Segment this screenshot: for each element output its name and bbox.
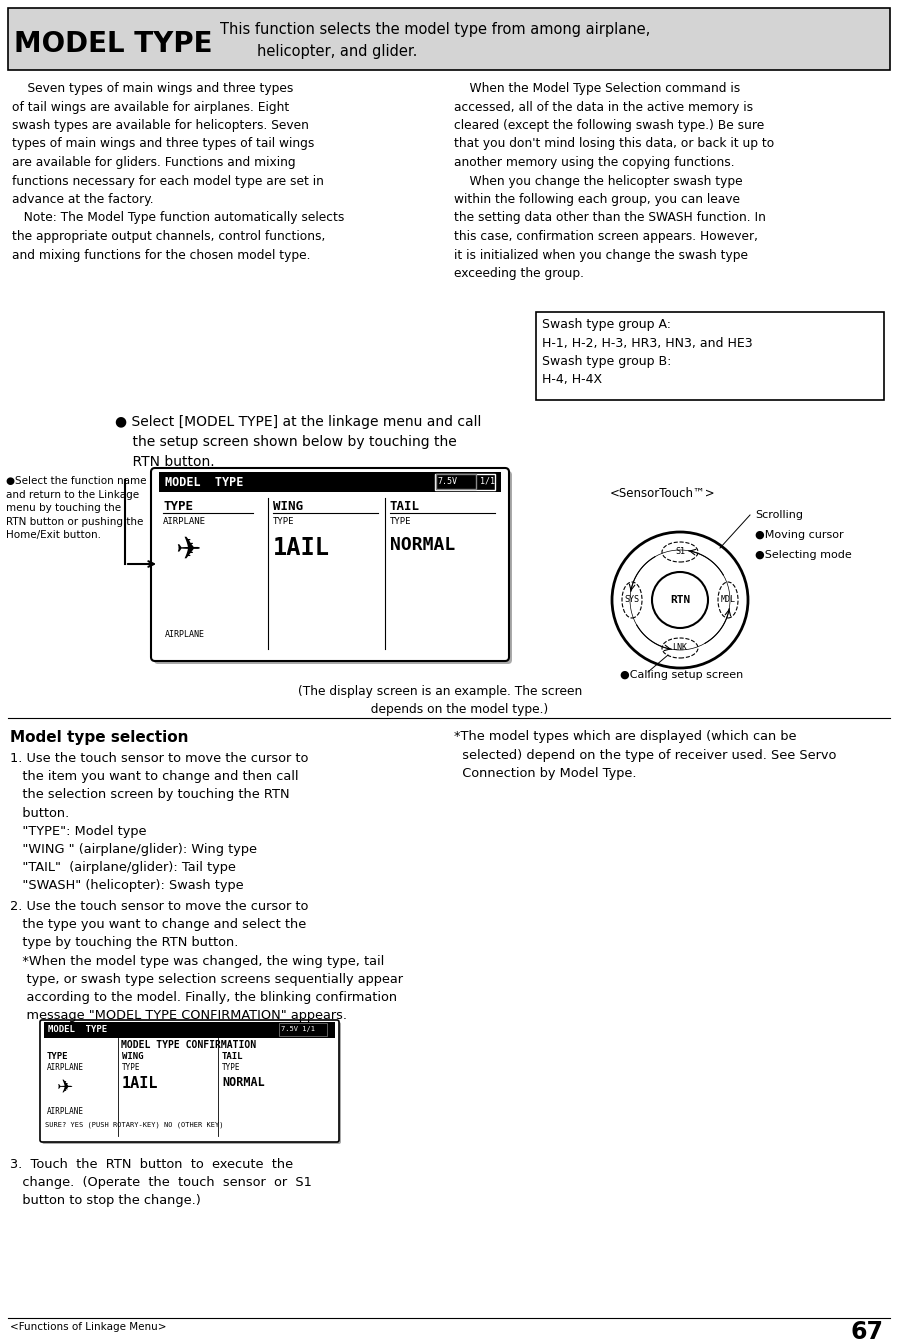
Text: WING: WING <box>122 1052 144 1061</box>
Bar <box>159 471 501 492</box>
Text: ●Selecting mode: ●Selecting mode <box>755 551 851 560</box>
Text: NORMAL: NORMAL <box>390 536 455 555</box>
Text: LNK: LNK <box>673 643 688 653</box>
Text: MODEL TYPE: MODEL TYPE <box>14 30 213 58</box>
Text: 1. Use the touch sensor to move the cursor to
   the item you want to change and: 1. Use the touch sensor to move the curs… <box>10 752 308 892</box>
Text: TAIL: TAIL <box>222 1052 243 1061</box>
Text: 7.5V: 7.5V <box>437 477 457 486</box>
Text: ●Calling setup screen: ●Calling setup screen <box>620 670 744 680</box>
Text: TYPE: TYPE <box>163 500 193 513</box>
Bar <box>536 312 884 400</box>
Text: 3.  Touch  the  RTN  button  to  execute  the
   change.  (Operate  the  touch  : 3. Touch the RTN button to execute the c… <box>10 1158 312 1207</box>
Text: S1: S1 <box>675 548 685 556</box>
Text: TYPE: TYPE <box>273 517 295 526</box>
Text: TYPE: TYPE <box>47 1052 68 1061</box>
Text: 1/1: 1/1 <box>480 477 495 486</box>
Text: 67: 67 <box>851 1320 884 1343</box>
Bar <box>279 1023 327 1035</box>
Text: MDL: MDL <box>720 595 735 604</box>
Text: AIRPLANE: AIRPLANE <box>163 517 206 526</box>
Text: Scrolling: Scrolling <box>755 510 803 520</box>
Text: AIRPLANE: AIRPLANE <box>47 1064 84 1072</box>
Text: (The display screen is an example. The screen
          depends on the model typ: (The display screen is an example. The s… <box>298 685 582 716</box>
Text: <SensorTouch™>: <SensorTouch™> <box>610 488 716 500</box>
Text: ✈: ✈ <box>175 536 200 565</box>
FancyBboxPatch shape <box>42 1022 341 1144</box>
Text: ●Moving cursor: ●Moving cursor <box>755 530 843 540</box>
Bar <box>435 474 495 490</box>
FancyBboxPatch shape <box>154 471 512 663</box>
Text: ●Select the function name
and return to the Linkage
menu by touching the
RTN but: ●Select the function name and return to … <box>6 475 146 540</box>
Text: TYPE: TYPE <box>222 1064 241 1072</box>
FancyBboxPatch shape <box>151 467 509 661</box>
Text: *The model types which are displayed (which can be
  selected) depend on the typ: *The model types which are displayed (wh… <box>454 731 836 780</box>
Text: WING: WING <box>273 500 303 513</box>
Text: MODEL  TYPE: MODEL TYPE <box>165 475 243 489</box>
Text: AIRPLANE: AIRPLANE <box>47 1107 84 1116</box>
Bar <box>8 8 890 70</box>
Text: This function selects the model type from among airplane,
        helicopter, an: This function selects the model type fro… <box>220 21 650 59</box>
Text: ✈: ✈ <box>57 1078 74 1097</box>
FancyBboxPatch shape <box>40 1019 339 1142</box>
Text: 7.5V 1/1: 7.5V 1/1 <box>281 1026 315 1031</box>
Text: TAIL: TAIL <box>390 500 420 513</box>
Text: SYS: SYS <box>624 595 639 604</box>
Text: NORMAL: NORMAL <box>222 1076 265 1089</box>
Text: RTN: RTN <box>670 595 691 604</box>
Bar <box>436 474 476 489</box>
Text: <Functions of Linkage Menu>: <Functions of Linkage Menu> <box>10 1322 166 1332</box>
Text: TYPE: TYPE <box>122 1064 140 1072</box>
Text: Model type selection: Model type selection <box>10 731 189 745</box>
Text: MODEL  TYPE: MODEL TYPE <box>48 1025 107 1034</box>
Text: When the Model Type Selection command is
accessed, all of the data in the active: When the Model Type Selection command is… <box>454 82 774 279</box>
Text: AIRPLANE: AIRPLANE <box>165 630 205 639</box>
Text: SURE? YES (PUSH ROTARY-KEY) NO (OTHER KEY): SURE? YES (PUSH ROTARY-KEY) NO (OTHER KE… <box>45 1121 224 1128</box>
Text: 1AIL: 1AIL <box>122 1076 159 1091</box>
Text: TYPE: TYPE <box>390 517 411 526</box>
Text: ● Select [MODEL TYPE] at the linkage menu and call
    the setup screen shown be: ● Select [MODEL TYPE] at the linkage men… <box>115 415 481 469</box>
Bar <box>44 1022 335 1038</box>
Text: Seven types of main wings and three types
of tail wings are available for airpla: Seven types of main wings and three type… <box>12 82 344 262</box>
Text: 2. Use the touch sensor to move the cursor to
   the type you want to change and: 2. Use the touch sensor to move the curs… <box>10 900 403 1022</box>
Text: Swash type group A:
H-1, H-2, H-3, HR3, HN3, and HE3
Swash type group B:
H-4, H-: Swash type group A: H-1, H-2, H-3, HR3, … <box>542 318 753 387</box>
Text: 1AIL: 1AIL <box>273 536 330 560</box>
Text: MODEL TYPE CONFIRMATION: MODEL TYPE CONFIRMATION <box>121 1039 257 1050</box>
